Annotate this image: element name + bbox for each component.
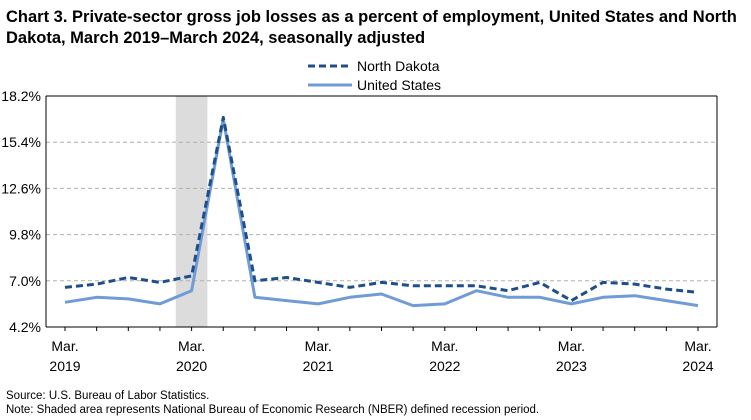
x-tick-label-year: 2023 [556,358,587,374]
y-tick-label: 7.0% [9,273,41,289]
recession-shading [175,96,208,327]
source-note: Source: U.S. Bureau of Labor Statistics. [6,390,210,402]
series-line-north-dakota [64,115,699,303]
x-tick-label-year: 2022 [429,358,460,374]
legend-label-united-states: United States [357,77,441,93]
x-tick-label-month: Mar. [305,338,332,354]
x-tick-label-year: 2021 [303,358,334,374]
x-tick-label-month: Mar. [431,338,458,354]
x-tick-label-month: Mar. [178,338,205,354]
x-tick-label-month: Mar. [51,338,78,354]
y-tick-label: 18.2% [1,88,41,104]
footnote: Note: Shaded area represents National Bu… [6,404,540,416]
x-tick-label-year: 2024 [682,358,713,374]
chart-title: Chart 3. Private-sector gross job losses… [6,8,737,47]
legend-label-north-dakota: North Dakota [357,58,440,74]
x-tick-label-year: 2020 [176,358,207,374]
series-line-united-states [64,117,699,308]
y-tick-label: 4.2% [9,319,41,335]
y-tick-label: 9.8% [9,227,41,243]
x-tick-label-month: Mar. [684,338,711,354]
x-tick-label-year: 2019 [49,358,80,374]
y-tick-label: 12.6% [1,180,41,196]
x-tick-label-month: Mar. [558,338,585,354]
y-tick-label: 15.4% [1,134,41,150]
